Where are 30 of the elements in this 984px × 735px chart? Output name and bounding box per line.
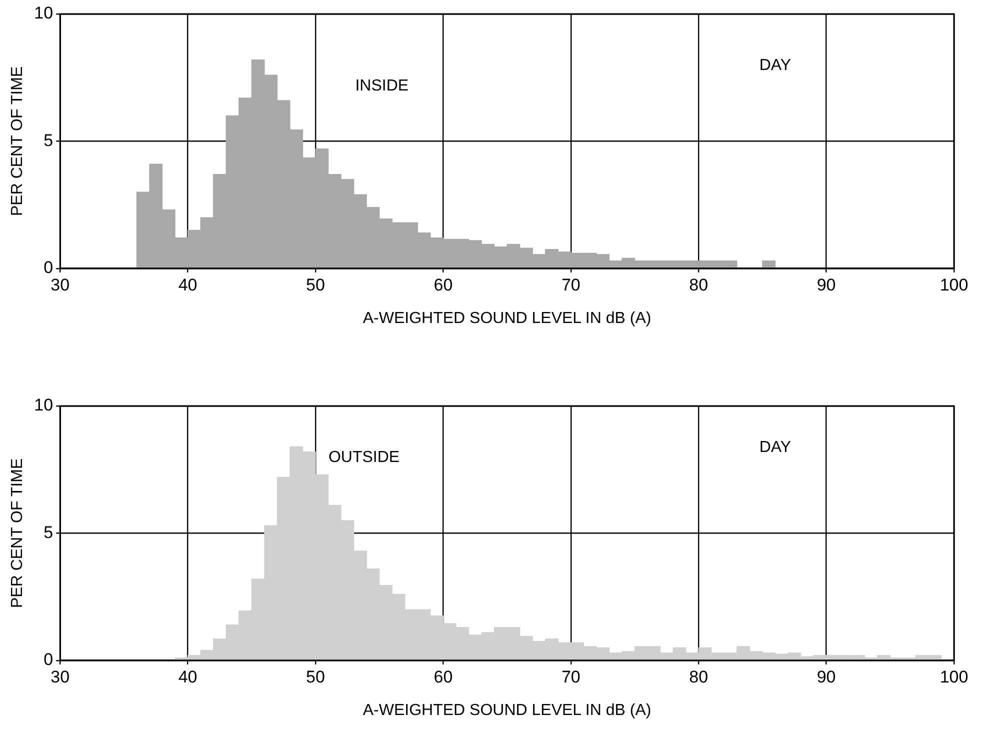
- y-tick-label: 10: [34, 4, 54, 23]
- x-tick-label: 50: [306, 275, 325, 294]
- x-tick-label: 80: [689, 275, 708, 294]
- x-tick-label: 40: [178, 275, 198, 294]
- x-tick-label: 100: [940, 667, 968, 686]
- y-tick-label: 5: [44, 522, 54, 542]
- annotation: INSIDE: [355, 77, 409, 94]
- x-tick-label: 30: [50, 667, 70, 686]
- x-tick-label: 80: [689, 667, 708, 686]
- x-tick-label: 40: [178, 667, 198, 686]
- y-axis-title: PER CENT OF TIME: [9, 66, 26, 216]
- x-tick-label: 100: [940, 275, 968, 294]
- y-tick-label: 0: [44, 650, 54, 670]
- y-tick-label: 5: [44, 130, 54, 150]
- x-tick-label: 50: [306, 667, 325, 686]
- annotation: OUTSIDE: [328, 448, 400, 466]
- x-tick-label: 70: [561, 275, 580, 294]
- x-tick-label: 30: [50, 275, 70, 294]
- x-tick-label: 60: [434, 667, 453, 686]
- x-axis-title: A-WEIGHTED SOUND LEVEL IN dB (A): [362, 310, 652, 327]
- x-tick-label: 90: [816, 667, 836, 686]
- x-tick-label: 60: [434, 275, 453, 294]
- y-tick-label: 10: [34, 396, 54, 415]
- annotation: DAY: [759, 438, 792, 456]
- x-tick-label: 70: [561, 667, 580, 686]
- y-tick-label: 0: [44, 258, 54, 278]
- x-tick-label: 90: [816, 275, 836, 294]
- annotation: DAY: [759, 56, 792, 74]
- y-axis-title: PER CENT OF TIME: [9, 458, 26, 608]
- x-axis-title: A-WEIGHTED SOUND LEVEL IN dB (A): [362, 702, 652, 719]
